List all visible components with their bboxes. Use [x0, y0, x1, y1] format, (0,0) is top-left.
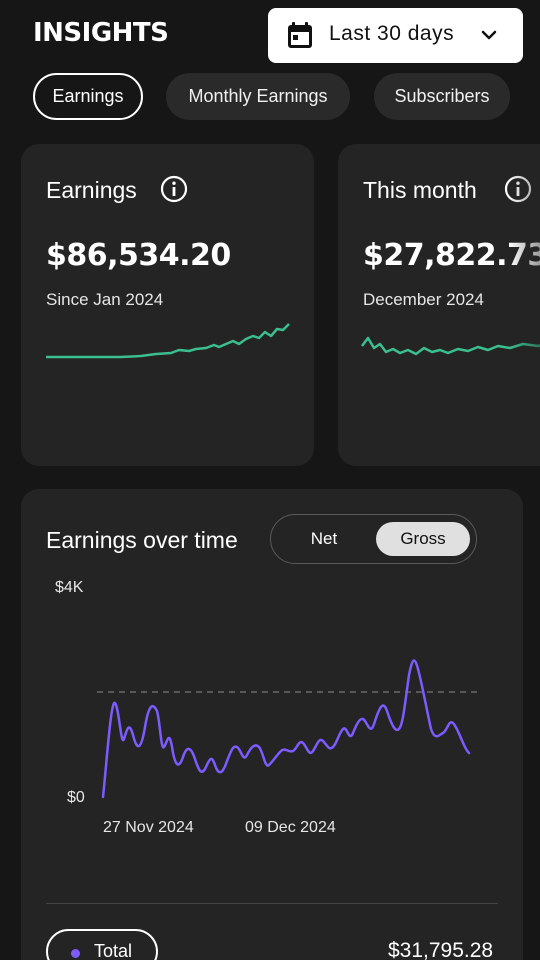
date-range-dropdown[interactable]: Last 30 days	[268, 8, 523, 63]
chevron-down-icon	[481, 30, 497, 40]
y-axis-min-label: $0	[67, 789, 85, 806]
net-gross-toggle[interactable]: Net Gross	[270, 514, 477, 564]
chart-title: Earnings over time	[46, 527, 238, 553]
toggle-net[interactable]: Net	[310, 529, 338, 548]
tab-earnings[interactable]: Earnings	[33, 73, 143, 120]
legend-dot	[71, 949, 80, 958]
page-title: INSIGHTS	[33, 18, 169, 48]
date-range-label: Last 30 days	[329, 22, 455, 45]
total-label: Total	[94, 941, 133, 960]
earnings-series-line	[101, 659, 471, 799]
earnings-subtitle: Since Jan 2024	[46, 290, 164, 309]
toggle-gross[interactable]: Gross	[376, 522, 470, 556]
x-axis-label-mid: 09 Dec 2024	[245, 819, 336, 836]
total-legend-pill[interactable]: Total	[46, 929, 158, 960]
card-title: Earnings	[46, 177, 137, 203]
this-month-subtitle: December 2024	[363, 290, 484, 309]
card-fade-overlay	[508, 144, 540, 466]
y-axis-max-label: $4K	[55, 579, 84, 596]
info-icon[interactable]	[160, 175, 188, 203]
divider	[46, 903, 498, 904]
tab-monthly-earnings[interactable]: Monthly Earnings	[166, 73, 350, 120]
x-axis-label-start: 27 Nov 2024	[103, 819, 194, 836]
card-title: This month	[363, 177, 477, 203]
this-month-card[interactable]: This month $27,822.73 December 2024	[338, 144, 540, 466]
tab-subscribers[interactable]: Subscribers	[374, 73, 510, 120]
total-value: $31,795.28	[388, 939, 494, 960]
calendar-icon	[288, 22, 312, 48]
earnings-over-time-card: Earnings over time Net Gross $4K $0 27 N…	[21, 489, 523, 960]
earnings-line-chart	[97, 659, 477, 799]
earnings-card[interactable]: Earnings $86,534.20 Since Jan 2024	[21, 144, 314, 466]
earnings-value: $86,534.20	[46, 238, 231, 273]
earnings-sparkline	[46, 323, 290, 359]
